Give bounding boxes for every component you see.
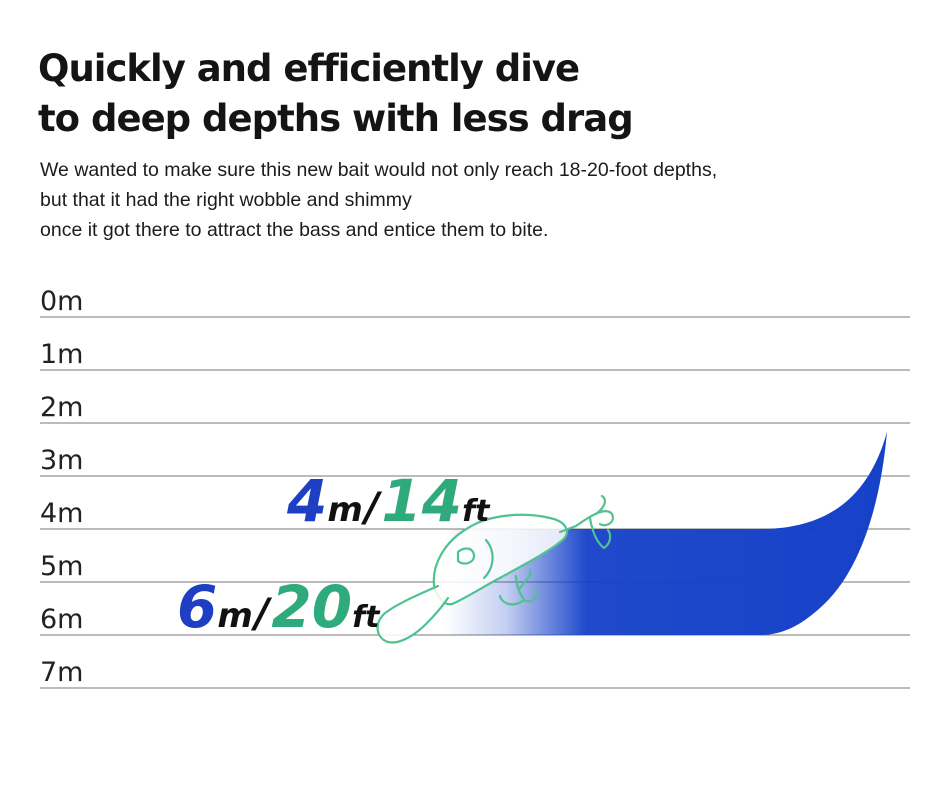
lure-tail [558, 524, 578, 534]
depth-label-4m: 4m [40, 498, 83, 529]
description-line-3: once it got there to attract the bass an… [40, 219, 549, 241]
depth-label-0m: 0m [40, 286, 83, 317]
depth-scale: 0m 1m 2m 3m 4m 5m 6m 7m [40, 286, 83, 688]
description: We wanted to make sure this new bait wou… [40, 155, 717, 245]
headline-line-2: to deep depths with less drag [38, 97, 634, 140]
callout-6m-text: 6m/20ft [177, 573, 381, 641]
description-line-2: but that it had the right wobble and shi… [40, 189, 412, 211]
depth-label-1m: 1m [40, 339, 83, 370]
callout-6m: 6m/20ft [177, 573, 381, 641]
callout-6m-imperial-value: 20 [271, 573, 352, 641]
lure-lip [376, 584, 450, 644]
depth-label-5m: 5m [40, 551, 83, 582]
depth-label-6m: 6m [40, 604, 83, 635]
headline: Quickly and efficiently dive to deep dep… [38, 44, 634, 144]
callout-6m-imperial-unit: ft [352, 600, 381, 635]
callout-4m-text: 4m/14ft [286, 467, 491, 535]
callout-4m-separator: / [361, 485, 383, 531]
description-line-1: We wanted to make sure this new bait wou… [40, 159, 718, 181]
callout-6m-metric-value: 6 [177, 573, 217, 641]
lure-eye [456, 547, 476, 565]
callout-4m-imperial-value: 14 [381, 467, 462, 535]
dive-curve [445, 432, 887, 635]
callout-4m: 4m/14ft [286, 467, 491, 535]
lure-gill [482, 538, 494, 580]
callout-4m-metric-unit: m [327, 490, 362, 530]
lure-illustration [376, 494, 614, 644]
callout-4m-imperial-unit: ft [462, 494, 491, 529]
headline-line-1: Quickly and efficiently dive [38, 47, 580, 90]
lure-rear-hook [574, 494, 614, 550]
lure-body [432, 513, 568, 606]
depth-label-3m: 3m [40, 445, 83, 476]
callout-6m-metric-unit: m [217, 596, 252, 636]
lure-belly-hook [498, 568, 538, 606]
depth-label-2m: 2m [40, 392, 83, 423]
callout-4m-metric-value: 4 [286, 467, 327, 535]
depth-label-7m: 7m [40, 657, 83, 688]
callout-6m-separator: / [251, 591, 273, 637]
